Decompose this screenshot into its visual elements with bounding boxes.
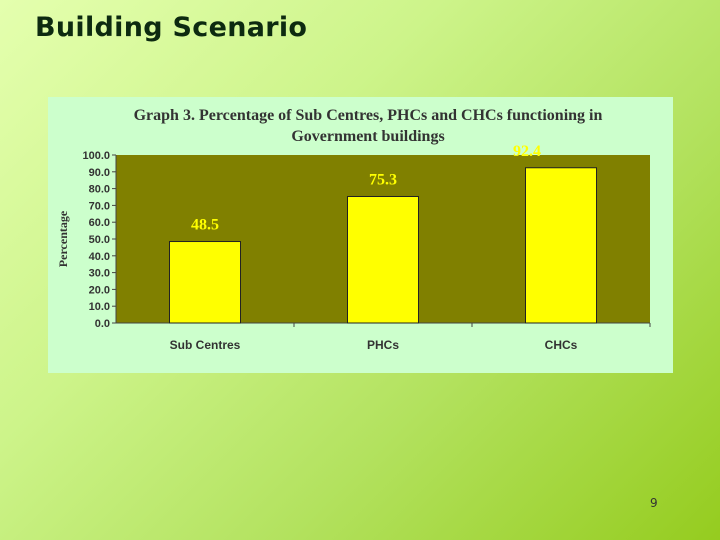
page-number: 9 — [650, 496, 658, 510]
chart-title-line-2: Government buildings — [291, 128, 445, 145]
y-tick-label: 20.0 — [89, 284, 110, 296]
y-tick-label: 10.0 — [89, 301, 110, 313]
data-label: 48.5 — [191, 217, 219, 234]
y-tick-label: 0.0 — [95, 318, 110, 330]
bar-chart: 0.0 10.0 20.0 30.0 40.0 50.0 60.0 70.0 80.0 90.0 1… — [56, 143, 651, 352]
chart-panel: Graph 3. Percentage of Sub Centres, PHCs… — [48, 97, 673, 373]
y-tick-label: 60.0 — [89, 217, 110, 229]
data-label: 92.4 — [513, 143, 541, 160]
bar-phcs — [347, 195, 419, 324]
y-axis-label: Percentage — [56, 210, 70, 267]
bar-sub-centres — [169, 241, 241, 324]
data-label: 75.3 — [369, 171, 397, 188]
x-tick-label: CHCs — [545, 338, 578, 352]
y-tick-label: 100.0 — [82, 150, 110, 162]
chart-title-line-1: Graph 3. Percentage of Sub Centres, PHCs… — [133, 107, 603, 124]
chart-title: Graph 3. Percentage of Sub Centres, PHCs… — [108, 105, 628, 147]
x-tick-label: Sub Centres — [170, 338, 241, 352]
bar-chcs — [525, 167, 597, 324]
y-tick-label: 90.0 — [89, 167, 110, 179]
y-tick-label: 80.0 — [89, 184, 110, 196]
x-tick-label: PHCs — [367, 338, 399, 352]
y-tick-label: 40.0 — [89, 251, 110, 263]
slide-title: Building Scenario — [35, 12, 308, 43]
y-tick-label: 30.0 — [89, 268, 110, 280]
y-tick-label: 50.0 — [89, 234, 110, 246]
y-tick-label: 70.0 — [89, 200, 110, 212]
